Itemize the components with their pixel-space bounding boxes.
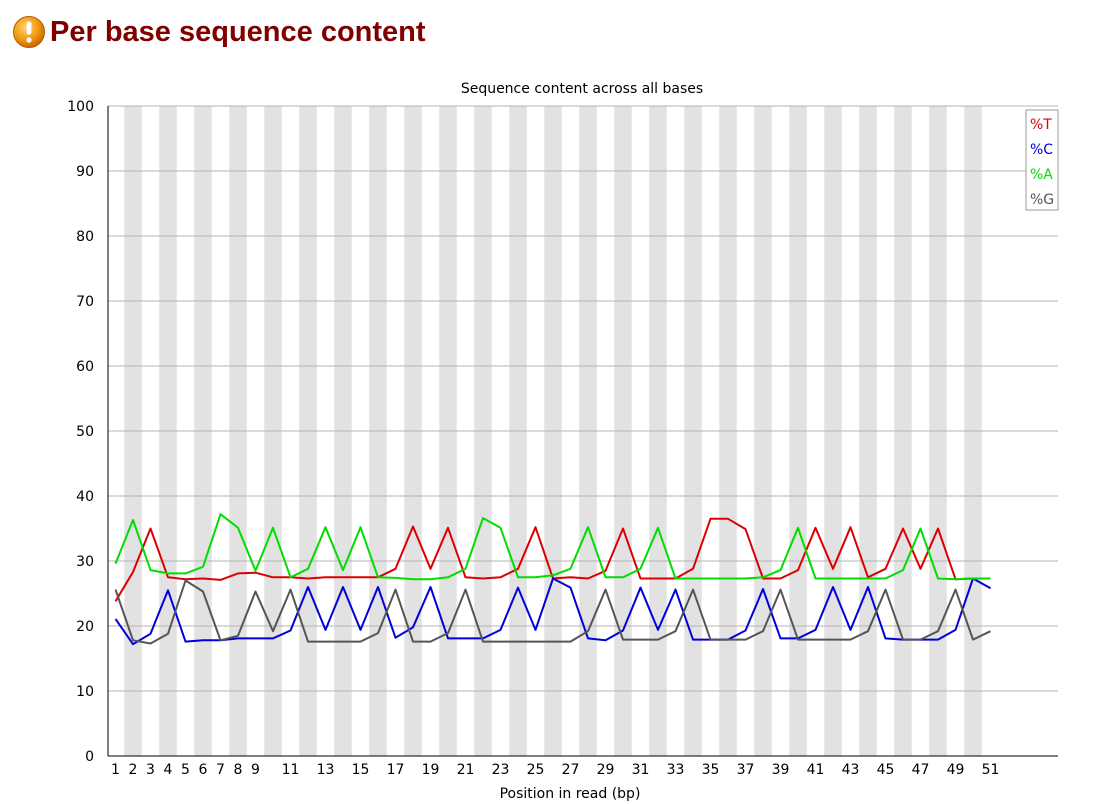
x-axis-label: Position in read (bp) [500, 786, 641, 802]
warning-icon [13, 16, 45, 48]
x-tick-label: 1 [111, 762, 120, 778]
x-tick-label: 3 [146, 762, 155, 778]
legend-entry: %C [1030, 142, 1053, 158]
series-line-c [114, 577, 991, 646]
x-tick-label: 17 [387, 762, 405, 778]
y-tick-label: 80 [76, 229, 94, 245]
x-tick-label: 19 [422, 762, 440, 778]
x-tick-label: 35 [702, 762, 720, 778]
chart-title: Sequence content across all bases [461, 81, 703, 97]
x-tick-label: 13 [317, 762, 335, 778]
y-tick-label: 60 [76, 359, 94, 375]
x-tick-label: 49 [947, 762, 965, 778]
horizontal-gridlines [108, 105, 1058, 692]
x-tick-label: 15 [352, 762, 370, 778]
y-tick-label: 50 [76, 424, 94, 440]
y-tick-label: 0 [85, 749, 94, 765]
x-tick-label: 37 [737, 762, 755, 778]
y-tick-label: 100 [67, 99, 94, 115]
x-tick-label: 51 [982, 762, 1000, 778]
legend-entry: %A [1030, 167, 1053, 183]
x-tick-label: 43 [842, 762, 860, 778]
x-tick-label: 4 [164, 762, 173, 778]
y-tick-label: 30 [76, 554, 94, 570]
legend: %T %C %A %G [1025, 109, 1059, 211]
x-tick-label: 5 [181, 762, 190, 778]
y-tick-label: 40 [76, 489, 94, 505]
x-tick-label: 11 [282, 762, 300, 778]
x-tick-label: 7 [216, 762, 225, 778]
y-tick-label: 90 [76, 164, 94, 180]
module-title: Per base sequence content [50, 16, 426, 48]
x-tick-label: 6 [199, 762, 208, 778]
series-line-a [114, 513, 991, 581]
x-tick-label: 47 [912, 762, 930, 778]
x-tick-label: 45 [877, 762, 895, 778]
x-tick-label: 33 [667, 762, 685, 778]
legend-entry: %G [1030, 192, 1054, 208]
x-tick-label: 21 [457, 762, 475, 778]
y-tick-label: 10 [76, 684, 94, 700]
x-tick-label: 8 [234, 762, 243, 778]
x-tick-label: 27 [562, 762, 580, 778]
series-layer [114, 513, 991, 646]
series-line-g [114, 579, 991, 645]
x-tick-label: 25 [527, 762, 545, 778]
y-tick-label: 20 [76, 619, 94, 635]
x-tick-label: 23 [492, 762, 510, 778]
x-tick-label: 41 [807, 762, 825, 778]
legend-entry: %T [1030, 117, 1052, 133]
x-tick-label: 29 [597, 762, 615, 778]
y-tick-label: 70 [76, 294, 94, 310]
x-tick-label: 39 [772, 762, 790, 778]
x-tick-label: 2 [129, 762, 138, 778]
module-header: Per base sequence content [12, 10, 426, 54]
x-tick-label: 9 [251, 762, 260, 778]
legend-box [1025, 109, 1059, 211]
x-tick-label: 31 [632, 762, 650, 778]
